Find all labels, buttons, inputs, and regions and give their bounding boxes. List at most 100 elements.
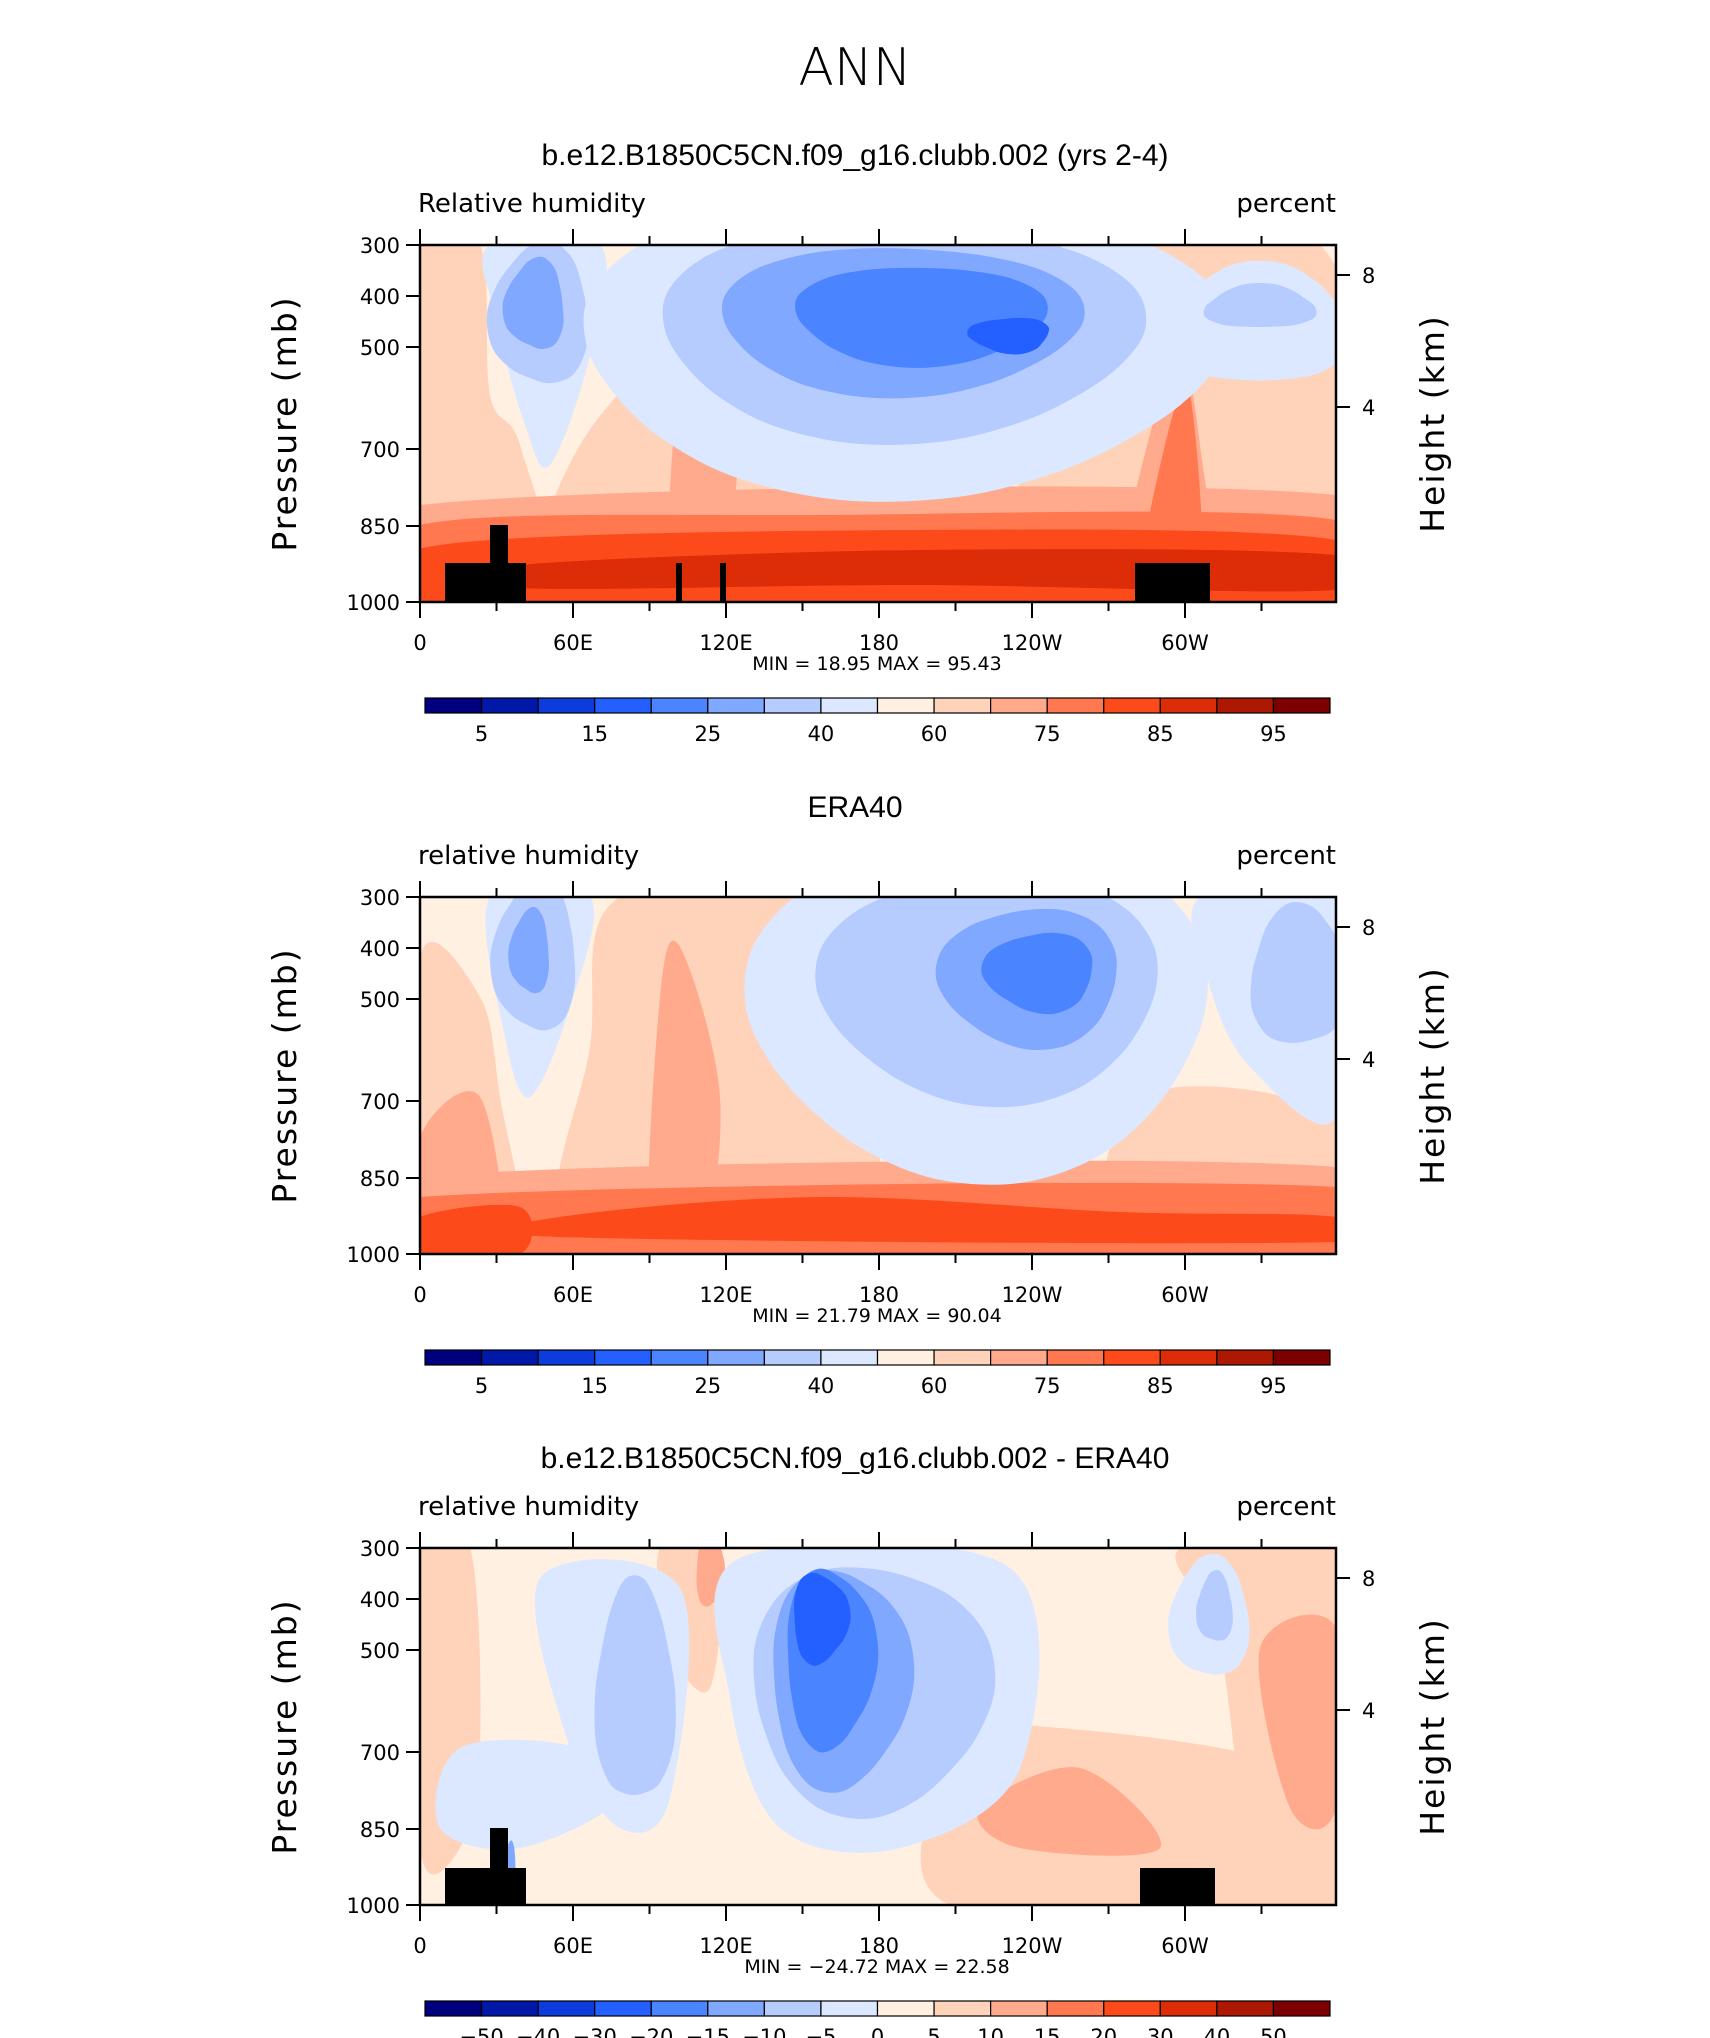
colorbar-label: 10 [977,2025,1004,2038]
colorbar: −50 −40 −30 −20 −15 −10 −5 0 5 10 15 20 30 40 50 [424,2000,1331,2038]
y2-tick-label: 8 [1362,916,1375,940]
land-mask-block [508,563,526,602]
colorbar-label: 95 [1260,722,1287,746]
colorbar-swatch [933,1349,992,1366]
x-tick-label: 60W [1161,1934,1209,1958]
panel-title: ERA40 [807,791,902,824]
colorbar-swatch [594,2000,652,2017]
land-mask-block [1140,1868,1215,1905]
colorbar-swatch [876,2000,935,2017]
colorbar-label: 25 [694,1374,721,1398]
y-tick-label: 850 [360,1167,400,1191]
x-tick-label: 180 [859,1283,899,1307]
contour-level [594,1575,676,1796]
colorbar-swatch [424,697,483,714]
y-tick-label: 500 [360,336,400,360]
colorbar-swatch [707,697,765,714]
x-tick-label: 180 [859,1934,899,1958]
colorbar-label: 5 [475,1374,488,1398]
colorbar-swatch [763,697,822,714]
colorbar-swatch [1216,2000,1275,2017]
colorbar-label: 75 [1034,722,1061,746]
contour-level [967,317,1050,355]
x-tick-label: 0 [413,631,426,655]
units-label: percent [1236,1492,1336,1522]
y2-tick-label: 8 [1362,1567,1375,1591]
contour-level [420,1204,533,1254]
colorbar-swatch [1103,1349,1161,1366]
colorbar-label: 75 [1034,1374,1061,1398]
colorbar-swatch [537,2000,596,2017]
x-tick-label: 60E [553,1934,593,1958]
colorbar-swatch [1272,1349,1331,1366]
y-tick-label: 500 [360,1639,400,1663]
land-mask-block [676,563,682,602]
y2-axis-title: Height (km) [1413,966,1452,1185]
contour-level [981,932,1093,1015]
colorbar-label: 15 [1034,2025,1061,2038]
colorbar-swatch [933,697,992,714]
y-tick-label: 1000 [347,591,400,615]
panel-title: b.e12.B1850C5CN.f09_g16.clubb.002 (yrs 2… [541,139,1168,172]
land-mask-block [445,563,495,602]
contour-level [508,906,549,994]
variable-label: relative humidity [418,841,639,871]
colorbar-swatch [820,1349,879,1366]
colorbar-swatch [650,1349,709,1366]
y-tick-label: 700 [360,1090,400,1114]
y-tick-label: 400 [360,1588,400,1612]
land-mask-block [490,1828,508,1905]
y-axis-title: Pressure (mb) [265,947,304,1203]
y2-tick-label: 4 [1362,1699,1375,1723]
y-tick-label: 1000 [347,1243,400,1267]
x-tick-label: 120E [699,1934,752,1958]
colorbar-swatch [990,697,1048,714]
colorbar-swatch [933,2000,992,2017]
colorbar-swatch [537,1349,596,1366]
units-label: percent [1236,841,1336,871]
colorbar-swatch [876,1349,935,1366]
colorbar-swatch [990,2000,1048,2017]
x-tick-label: 180 [859,631,899,655]
contour-level [1203,283,1317,328]
x-tick-label: 60E [553,1283,593,1307]
colorbar-label: −15 [686,2025,730,2038]
min-max-readout: MIN = 21.79 MAX = 90.04 [752,1305,1001,1327]
colorbar-label: 40 [808,722,835,746]
y-tick-label: 300 [360,234,400,258]
colorbar-swatch [1272,697,1331,714]
x-tick-label: 0 [413,1283,426,1307]
x-tick-label: 0 [413,1934,426,1958]
y-tick-label: 500 [360,988,400,1012]
y-tick-label: 300 [360,1537,400,1561]
colorbar-label: 15 [581,722,608,746]
colorbar-swatch [876,697,935,714]
y-tick-label: 850 [360,515,400,539]
colorbar-swatch [820,2000,879,2017]
y-tick-label: 300 [360,886,400,910]
colorbar-label: 5 [475,722,488,746]
colorbar-label: −5 [805,2025,836,2038]
colorbar-swatch [763,2000,822,2017]
colorbar-swatch [594,697,652,714]
variable-label: relative humidity [418,1492,639,1522]
land-mask-block [508,1868,526,1905]
y-tick-label: 700 [360,438,400,462]
panel-model: b.e12.B1850C5CN.f09_g16.clubb.002 (yrs 2… [265,139,1452,746]
colorbar-label: 85 [1147,722,1174,746]
colorbar-label: 5 [927,2025,940,2038]
colorbar: 5 15 25 40 60 75 85 95 [424,697,1331,746]
y2-tick-label: 4 [1362,396,1375,420]
colorbar-swatch [1103,2000,1161,2017]
contour-level [470,549,1336,592]
colorbar-swatch [763,1349,822,1366]
y2-tick-label: 8 [1362,264,1375,288]
min-max-readout: MIN = 18.95 MAX = 95.43 [752,653,1001,675]
panel-title: b.e12.B1850C5CN.f09_g16.clubb.002 - ERA4… [541,1442,1170,1475]
colorbar-label: −30 [573,2025,617,2038]
x-tick-label: 60W [1161,631,1209,655]
contour-level [502,256,564,350]
colorbar-label: −20 [629,2025,673,2038]
x-tick-label: 120E [699,631,752,655]
y-tick-label: 400 [360,285,400,309]
